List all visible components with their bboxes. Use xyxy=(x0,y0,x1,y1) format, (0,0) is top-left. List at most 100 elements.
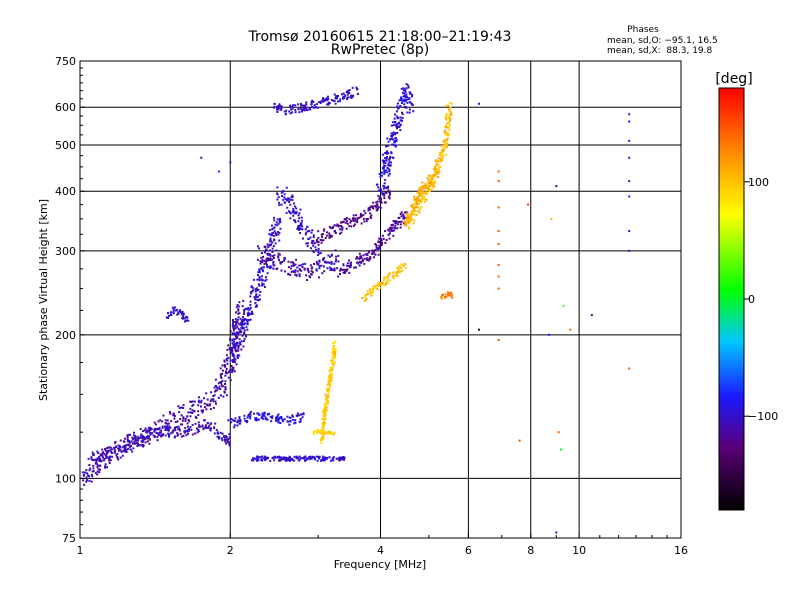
echo-point xyxy=(292,209,295,212)
echo-point xyxy=(403,220,406,223)
echo-point xyxy=(212,398,215,401)
echo-point xyxy=(121,454,124,457)
echo-point xyxy=(432,185,435,187)
echo-point xyxy=(207,426,209,429)
echo-point xyxy=(398,265,401,267)
echo-point xyxy=(377,247,380,250)
echo-point xyxy=(297,108,300,111)
stats-o-line: mean, sd,O: −95.1, 16.5 xyxy=(607,36,718,46)
echo-point xyxy=(308,229,311,232)
echo-point xyxy=(186,425,189,428)
echo-point xyxy=(437,169,440,171)
echo-point xyxy=(388,168,391,171)
echo-point xyxy=(406,216,409,219)
echo-point xyxy=(300,110,303,113)
echo-point xyxy=(403,89,405,92)
echo-point xyxy=(277,459,280,462)
echo-point xyxy=(187,432,190,435)
echo-point xyxy=(440,157,443,160)
echo-point xyxy=(356,93,359,95)
colorbar-tick-label: 0 xyxy=(748,293,755,306)
echo-point xyxy=(344,270,347,273)
echo-point xyxy=(408,217,411,220)
echo-point xyxy=(332,345,335,348)
echo-point xyxy=(114,441,117,444)
echo-point xyxy=(448,128,451,131)
echo-point xyxy=(363,220,366,223)
echo-point xyxy=(400,263,403,266)
echo-point xyxy=(428,178,431,181)
echo-point xyxy=(289,198,292,201)
echo-point xyxy=(237,312,240,315)
echo-point xyxy=(103,452,106,455)
echo-point xyxy=(326,103,329,106)
echo-point xyxy=(166,425,169,428)
echo-point xyxy=(290,267,292,270)
echo-point xyxy=(236,304,239,306)
echo-point xyxy=(223,435,225,438)
echo-point xyxy=(267,245,270,248)
echo-point xyxy=(298,264,301,267)
echo-point xyxy=(123,440,126,443)
echo-point xyxy=(271,247,274,250)
echo-point xyxy=(226,348,229,351)
echo-point xyxy=(320,241,323,244)
echo-point xyxy=(446,142,449,145)
echo-point xyxy=(314,246,317,249)
echo-point xyxy=(332,351,335,354)
echo-point xyxy=(104,465,106,468)
echo-point xyxy=(277,413,280,416)
echo-point xyxy=(396,115,399,118)
echo-point xyxy=(116,456,119,458)
echo-point xyxy=(268,233,271,236)
echo-point xyxy=(418,191,421,194)
echo-point xyxy=(240,319,243,322)
echo-point xyxy=(226,354,228,357)
echo-point xyxy=(320,430,323,433)
echo-point xyxy=(381,282,383,285)
echo-point xyxy=(258,413,261,416)
echo-point xyxy=(165,316,168,319)
echo-point xyxy=(376,288,379,291)
echo-point xyxy=(321,422,324,425)
echo-point xyxy=(269,244,272,247)
echo-point xyxy=(294,273,297,276)
echo-point xyxy=(348,259,350,262)
echo-point xyxy=(333,353,336,356)
echo-point xyxy=(273,216,276,219)
echo-point xyxy=(324,418,326,420)
echo-point xyxy=(338,100,341,103)
echo-point xyxy=(306,225,309,228)
echo-point xyxy=(202,409,205,412)
echo-point xyxy=(91,475,94,478)
echo-point xyxy=(402,215,405,218)
echo-point xyxy=(262,283,265,286)
echo-point xyxy=(191,433,194,436)
echo-point xyxy=(278,259,280,262)
echo-point xyxy=(423,201,426,203)
echo-point xyxy=(367,251,370,254)
echo-point xyxy=(102,456,104,459)
echo-point xyxy=(282,189,285,192)
echo-point xyxy=(126,436,129,439)
echo-point xyxy=(425,187,427,190)
echo-point xyxy=(221,369,224,372)
echo-point xyxy=(275,416,278,419)
echo-point xyxy=(396,110,398,113)
echo-point xyxy=(261,279,264,282)
echo-point xyxy=(331,362,334,365)
echo-point xyxy=(96,473,99,476)
echo-point xyxy=(234,344,237,347)
echo-point xyxy=(321,458,324,461)
echo-point xyxy=(378,173,381,176)
echo-point xyxy=(242,323,245,326)
echo-point xyxy=(87,457,90,460)
echo-point xyxy=(219,381,222,384)
echo-point xyxy=(223,438,226,441)
echo-point xyxy=(331,366,333,369)
echo-point xyxy=(319,102,322,104)
echo-point xyxy=(154,423,157,426)
echo-point xyxy=(628,113,631,116)
echo-point xyxy=(249,295,252,298)
echo-point xyxy=(290,196,293,199)
